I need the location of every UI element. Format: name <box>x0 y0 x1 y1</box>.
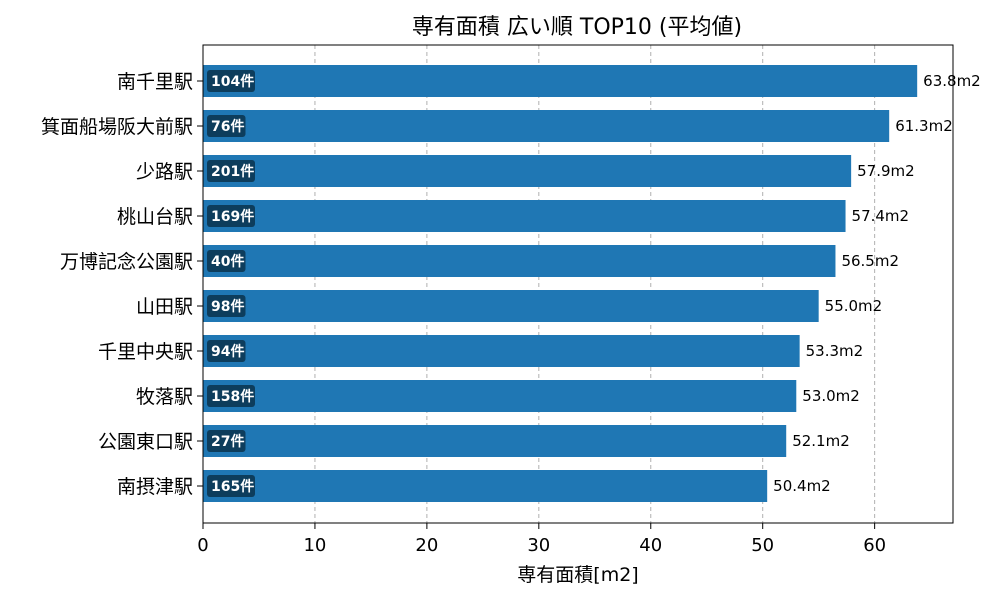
category-label: 南千里駅 <box>117 71 193 93</box>
value-label: 53.3m2 <box>806 342 864 360</box>
category-label: 牧落駅 <box>136 386 193 408</box>
category-label: 少路駅 <box>136 161 193 183</box>
plot-frame <box>202 44 954 524</box>
x-tick-label: 10 <box>303 535 326 556</box>
value-label: 57.4m2 <box>852 207 910 225</box>
bar <box>203 470 768 502</box>
count-badge <box>207 160 255 182</box>
count-label: 98件 <box>211 298 244 315</box>
count-label: 40件 <box>211 253 244 270</box>
count-label: 27件 <box>211 433 244 450</box>
count-label: 169件 <box>211 208 254 225</box>
value-label: 52.1m2 <box>792 432 850 450</box>
x-tick-label: 50 <box>751 535 774 556</box>
value-label: 56.5m2 <box>841 252 899 270</box>
bar <box>203 290 819 322</box>
category-label: 千里中央駅 <box>98 341 193 363</box>
bar <box>203 245 836 277</box>
bar <box>203 155 852 187</box>
category-label: 万博記念公園駅 <box>60 250 193 273</box>
category-label: 箕面船場阪大前駅 <box>41 116 193 138</box>
x-tick-label: 20 <box>415 535 438 556</box>
bar <box>203 425 787 457</box>
count-badge <box>207 115 246 137</box>
chart-title: 専有面積 広い順 TOP10 (平均値) <box>412 15 742 40</box>
value-label: 63.8m2 <box>923 72 981 90</box>
value-label: 55.0m2 <box>825 297 883 315</box>
count-label: 104件 <box>211 73 254 90</box>
x-axis-title: 専有面積[m2] <box>517 564 638 586</box>
count-badge <box>207 295 246 317</box>
bar <box>203 380 797 412</box>
count-badge <box>207 250 246 272</box>
bars-layer: 104件 63.8m2 76件 61.3m2 201件 57.9m2 169件 57.4m2 4… <box>203 65 981 502</box>
count-badge <box>207 475 255 497</box>
count-label: 94件 <box>211 343 244 360</box>
bar <box>203 65 918 97</box>
count-label: 158件 <box>211 388 254 405</box>
x-tick-label: 0 <box>197 535 208 556</box>
bar <box>203 200 846 232</box>
category-label: 南摂津駅 <box>117 476 193 498</box>
value-label: 61.3m2 <box>895 117 953 135</box>
value-label: 53.0m2 <box>802 387 860 405</box>
category-label: 山田駅 <box>136 296 193 318</box>
count-badge <box>207 340 246 362</box>
category-label: 公園東口駅 <box>98 431 193 453</box>
bar <box>203 110 890 142</box>
count-badge <box>207 430 246 452</box>
count-badge <box>207 385 255 407</box>
count-label: 76件 <box>211 118 244 135</box>
count-badge <box>207 205 255 227</box>
x-tick-label: 60 <box>863 535 886 556</box>
count-label: 165件 <box>211 478 254 495</box>
x-tick-label: 40 <box>639 535 662 556</box>
count-label: 201件 <box>211 163 254 180</box>
count-badge <box>207 70 255 92</box>
value-label: 57.9m2 <box>857 162 915 180</box>
axis-layer: 0 10 20 30 40 50 60 南千里駅箕面船場阪大前駅少路駅桃山台駅万博記念公園駅山… <box>41 71 886 556</box>
x-tick-label: 30 <box>527 535 550 556</box>
bar <box>203 335 800 367</box>
value-label: 50.4m2 <box>773 477 831 495</box>
category-label: 桃山台駅 <box>117 206 193 228</box>
